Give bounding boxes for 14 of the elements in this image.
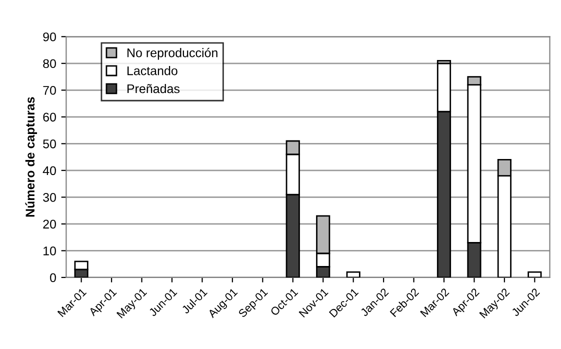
- y-tick-label: 50: [43, 139, 56, 148]
- y-axis-title: Número de capturas: [25, 97, 38, 217]
- y-tick-label: 0: [50, 273, 56, 282]
- legend-label: Preñadas: [127, 84, 180, 94]
- y-tick-label: 20: [43, 220, 56, 229]
- legend-label: Lactando: [127, 66, 178, 76]
- y-tick-label: 30: [43, 192, 56, 202]
- y-tick-label: 90: [43, 32, 56, 42]
- y-tick-label: 80: [43, 59, 56, 68]
- y-tick-label: 10: [44, 246, 56, 256]
- y-tick-label: 70: [43, 86, 56, 95]
- legend-label: No reproducción: [127, 48, 218, 60]
- y-tick-label: 60: [43, 112, 56, 122]
- y-tick-label: 40: [42, 166, 56, 176]
